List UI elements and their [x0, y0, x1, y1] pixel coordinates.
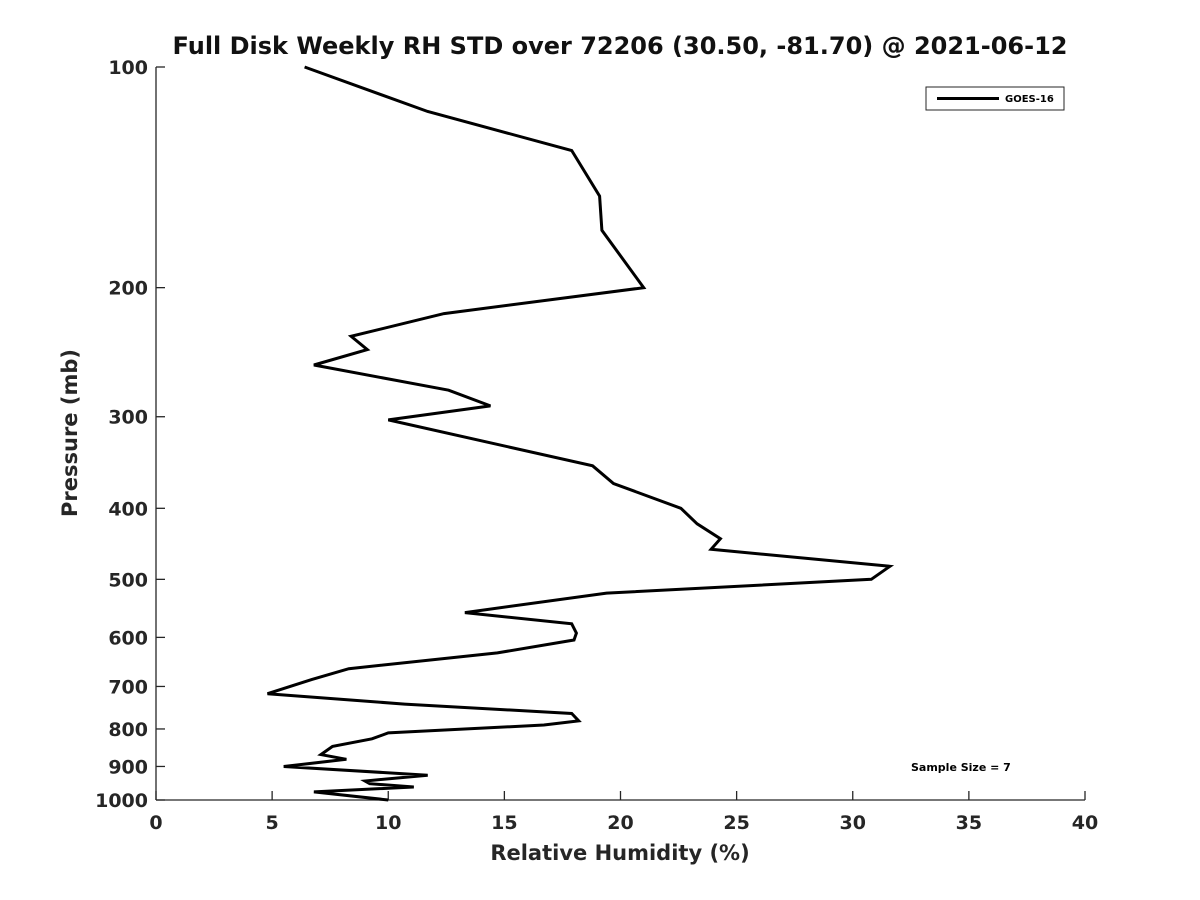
legend: GOES-16 [925, 86, 1065, 111]
x-tick-label: 10 [375, 812, 401, 834]
x-tick-label: 0 [149, 812, 162, 834]
series-line-goes-16 [267, 65, 895, 802]
y-tick-label: 600 [108, 627, 148, 649]
x-axis-ticks: 0 5 10 15 20 25 30 35 40 [149, 791, 1098, 834]
y-tick-label: 200 [108, 278, 148, 300]
y-tick-label: 800 [108, 719, 148, 741]
y-tick-label: 500 [108, 569, 148, 591]
y-axis-ticks: 100 200 300 400 500 600 700 800 900 1000 [95, 57, 165, 812]
x-tick-label: 20 [607, 812, 633, 834]
y-tick-label: 900 [108, 756, 148, 778]
y-axis-label: Pressure (mb) [58, 349, 82, 517]
x-tick-label: 5 [266, 812, 279, 834]
x-axis-label: Relative Humidity (%) [490, 841, 749, 865]
y-tick-label: 1000 [95, 790, 148, 812]
x-tick-label: 25 [723, 812, 749, 834]
x-tick-label: 15 [491, 812, 517, 834]
x-tick-label: 35 [956, 812, 982, 834]
legend-label-goes-16: GOES-16 [1005, 94, 1054, 105]
y-tick-label: 400 [108, 498, 148, 520]
y-tick-label: 300 [108, 407, 148, 429]
y-tick-label: 100 [108, 57, 148, 79]
x-tick-label: 40 [1072, 812, 1098, 834]
chart-title: Full Disk Weekly RH STD over 72206 (30.5… [173, 32, 1068, 60]
x-tick-label: 30 [840, 812, 866, 834]
y-tick-label: 700 [108, 676, 148, 698]
sample-size-annotation: Sample Size = 7 [911, 761, 1011, 774]
